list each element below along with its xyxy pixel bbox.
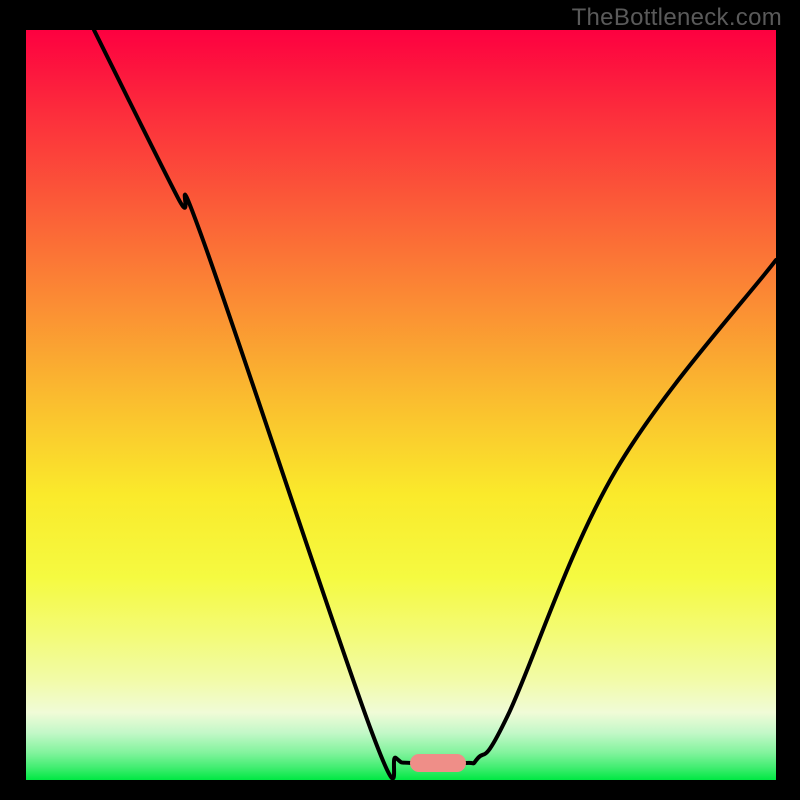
bottleneck-marker: [410, 754, 466, 772]
watermark-text: TheBottleneck.com: [572, 4, 782, 32]
chart-frame: TheBottleneck.com: [0, 0, 800, 800]
curve-path: [94, 30, 776, 778]
bottleneck-curve: [26, 30, 776, 780]
